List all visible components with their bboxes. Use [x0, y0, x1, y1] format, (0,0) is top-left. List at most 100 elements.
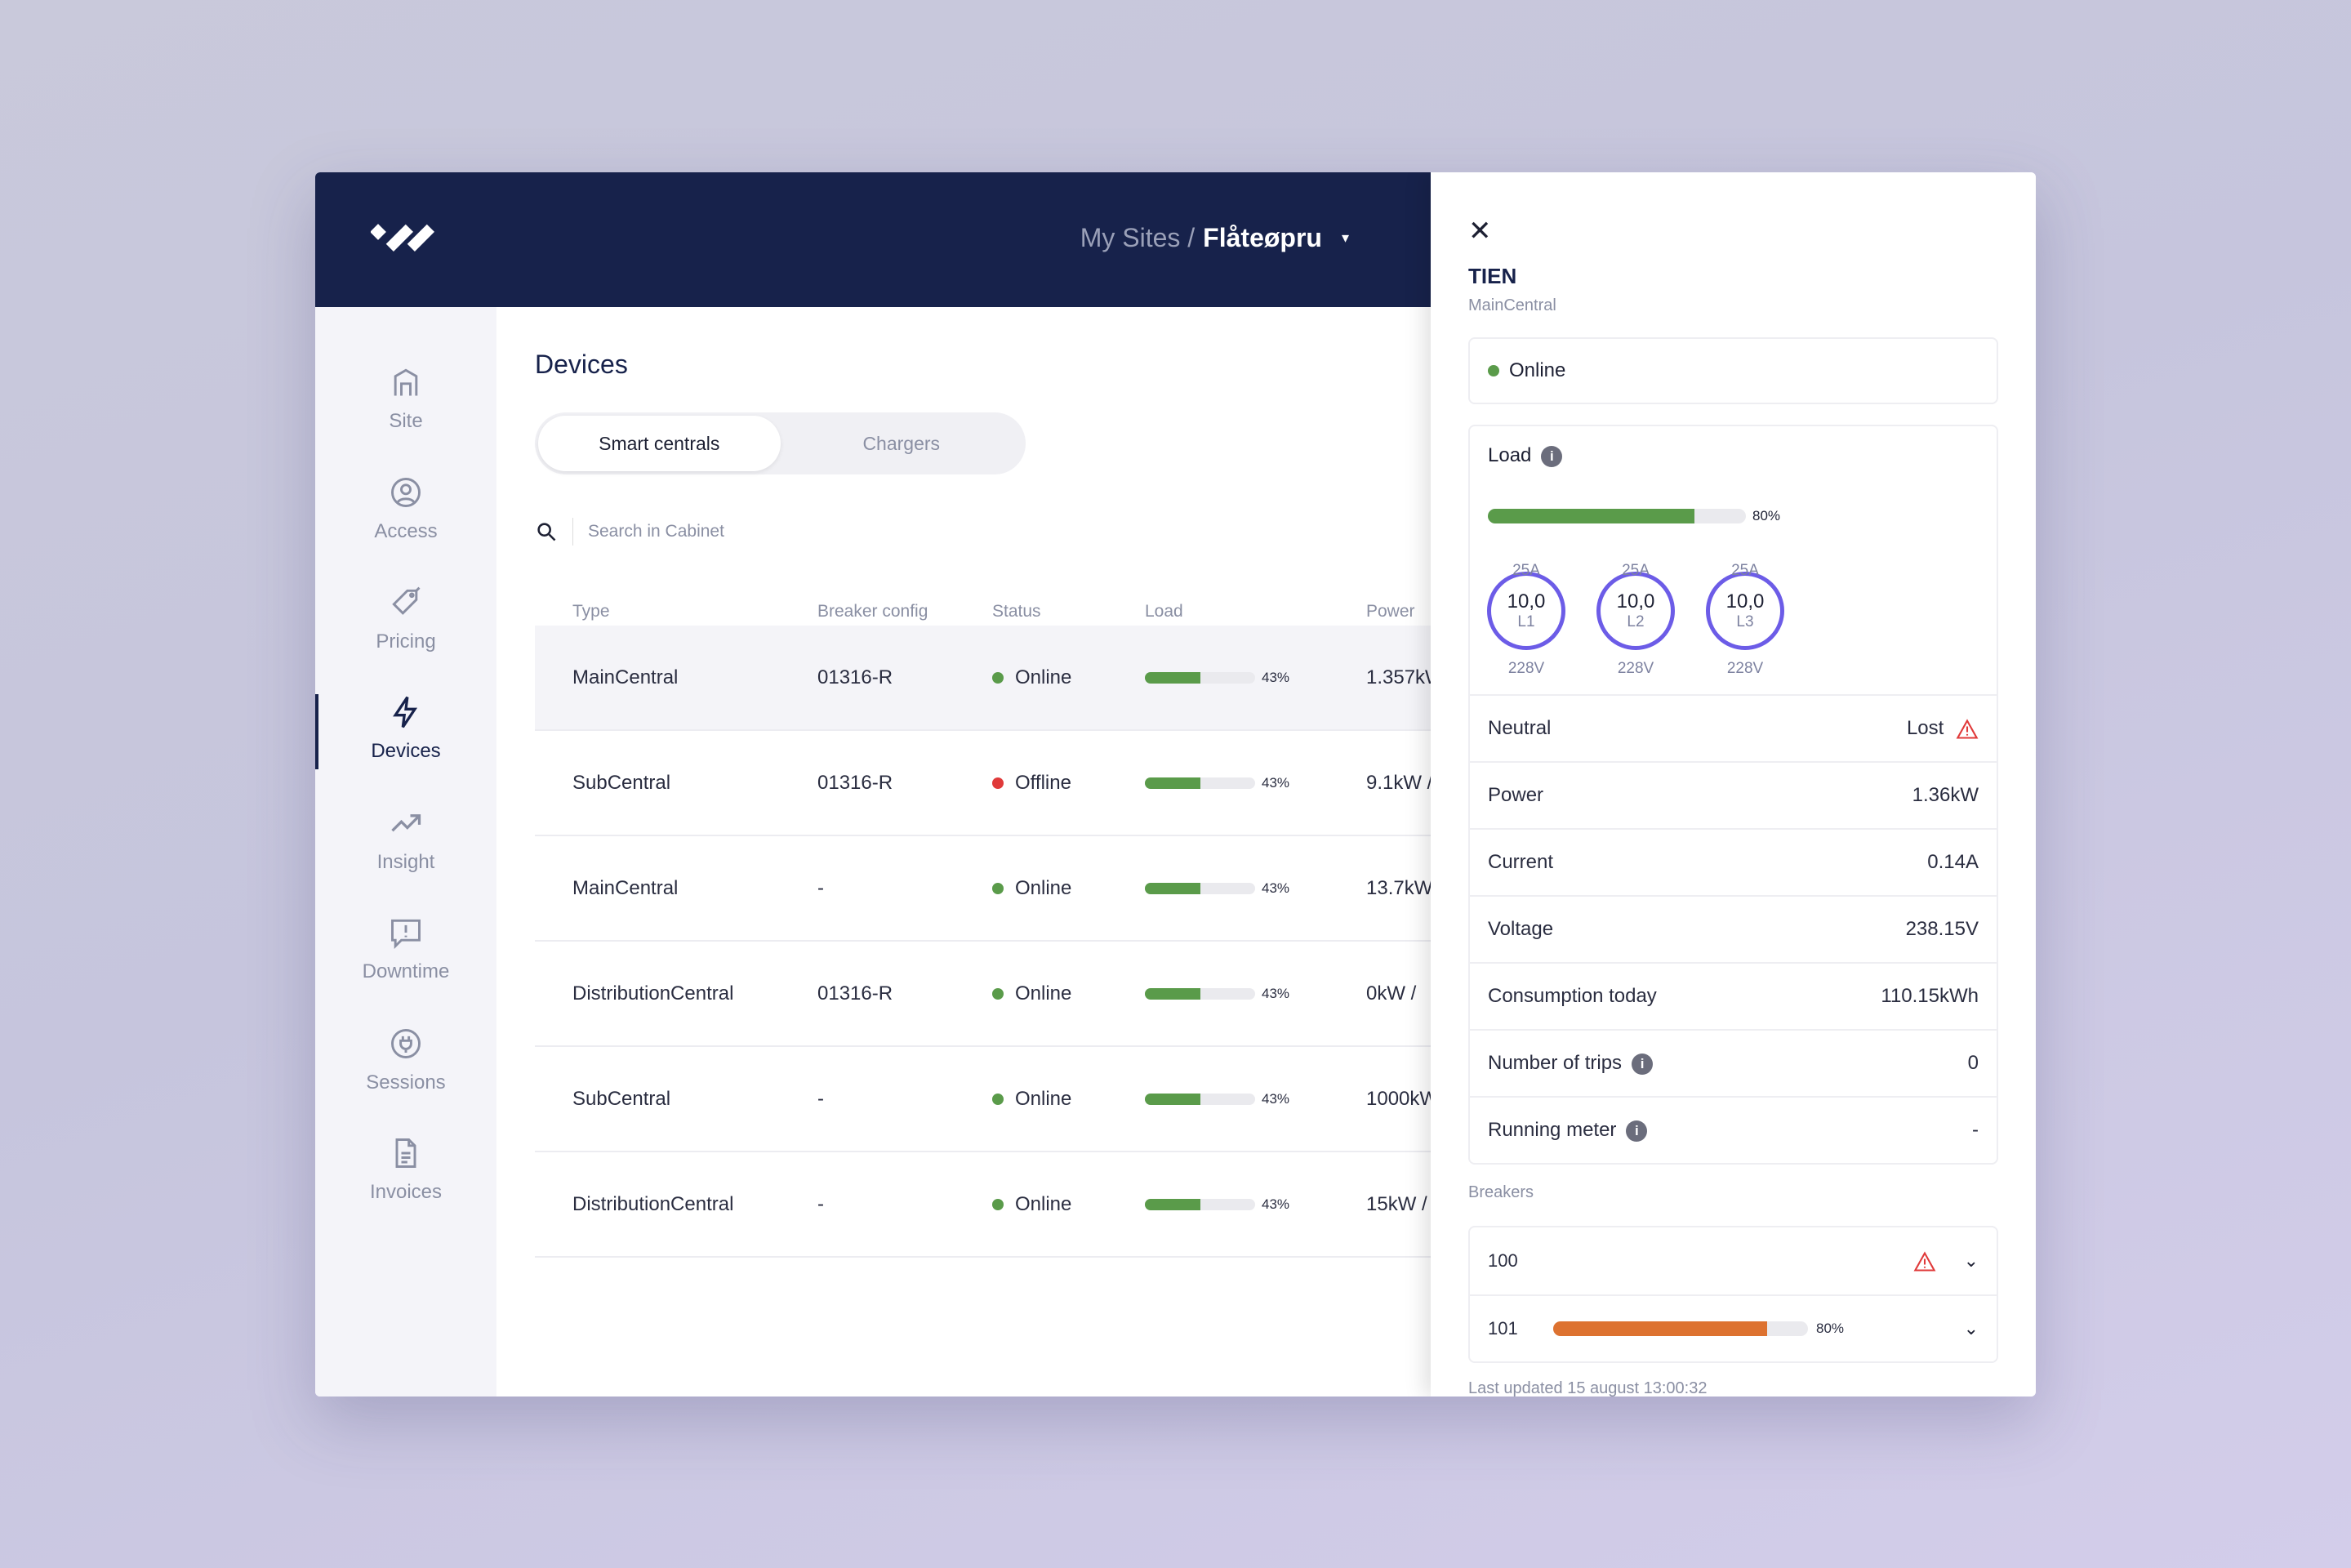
phase-max: 25A	[1731, 562, 1759, 579]
phase-gauge: 25A 10,0 L3 228V	[1700, 562, 1790, 678]
info-icon[interactable]: i	[1626, 1120, 1648, 1142]
search-input[interactable]: Search in Cabinet	[588, 522, 724, 541]
caret-down-icon[interactable]: ▾	[1341, 229, 1349, 246]
price-tag-icon	[392, 586, 421, 615]
tab-chargers[interactable]: Chargers	[862, 432, 941, 454]
sidebar-item-label: Devices	[371, 740, 441, 762]
sidebar-item-pricing[interactable]: Pricing	[315, 585, 496, 675]
sidebar-item-downtime[interactable]: Downtime	[315, 915, 496, 1004]
phase-ring: 10,0 L2	[1596, 572, 1675, 650]
phase-voltage: 228V	[1507, 660, 1545, 677]
cell-breaker: 01316-R	[817, 982, 893, 1004]
phase-name: L1	[1517, 613, 1535, 630]
status-dot	[992, 1094, 1004, 1106]
breakers-label: Breakers	[1468, 1183, 1534, 1201]
phase-value: 10,0	[1507, 590, 1546, 612]
cell-load: 43%	[1145, 1088, 1289, 1111]
divider	[572, 518, 573, 546]
tab-smart-centrals[interactable]: Smart centrals	[538, 416, 781, 471]
sidebar-item-access[interactable]: Access	[315, 474, 496, 564]
metric-value: 1.36kW	[1912, 784, 1979, 806]
phase-gauge: 25A 10,0 L1 228V	[1481, 562, 1571, 678]
search-icon	[537, 523, 556, 541]
sidebar-item-label: Downtime	[362, 960, 450, 982]
metric-row: Running meter i -	[1470, 1096, 1997, 1163]
status-text: Online	[1015, 876, 1072, 899]
metric-row: Power 1.36kW	[1470, 761, 1997, 828]
table-row[interactable]: DistributionCentral 01316-R Online 43% 0…	[535, 942, 1431, 1047]
cell-power: 13.7kW	[1366, 876, 1433, 899]
sidebar-item-label: Insight	[376, 851, 435, 873]
cell-breaker: 01316-R	[817, 666, 893, 688]
devices-main: Devices Smart centrals Chargers Search i…	[496, 307, 1444, 1396]
column-type[interactable]: Type	[572, 602, 610, 621]
chevron-down-icon[interactable]: ⌄	[1963, 1250, 1979, 1271]
info-icon[interactable]: i	[1541, 445, 1563, 467]
cell-type: SubCentral	[572, 1087, 671, 1110]
device-detail-panel: ✕ TIEN MainCentral Online Load i 80% 25A 1…	[1431, 172, 2036, 1396]
status-dot	[992, 672, 1004, 684]
load-percent: 43%	[1262, 1091, 1290, 1107]
sidebar-item-label: Invoices	[369, 1181, 443, 1203]
metric-value: 110.15kWh	[1881, 985, 1979, 1007]
breaker-row[interactable]: 101 80% ⌄	[1470, 1294, 1997, 1361]
load-card: Load i 80% 25A 10,0 L1 228V 25A 10,0 L2 228V 25A 1…	[1468, 425, 1998, 1165]
chevron-down-icon[interactable]: ⌄	[1963, 1318, 1979, 1339]
site-breadcrumb[interactable]: My Sites / Flåteøpru ▾	[1080, 223, 1349, 253]
breadcrumb-root[interactable]: My Sites /	[1080, 223, 1196, 252]
metric-value: 238.15V	[1905, 918, 1979, 940]
cell-type: MainCentral	[572, 666, 679, 688]
breaker-row[interactable]: 100 ⌄	[1470, 1227, 1997, 1294]
load-percent: 43%	[1262, 880, 1290, 897]
devices-table: MainCentral 01316-R Online 43% 1.357kW Su…	[535, 626, 1444, 1258]
phase-max: 25A	[1622, 562, 1650, 579]
status-text: Online	[1015, 1087, 1072, 1110]
phase-ring: 10,0 L3	[1706, 572, 1784, 650]
table-row[interactable]: DistributionCentral - Online 43% 15kW /	[535, 1152, 1431, 1258]
column-power[interactable]: Power	[1366, 602, 1415, 621]
search-bar[interactable]: Search in Cabinet	[535, 518, 724, 546]
metric-value: 0.14A	[1927, 851, 1979, 873]
phase-name: L2	[1627, 613, 1645, 630]
close-icon[interactable]: ✕	[1468, 216, 1492, 247]
cell-status: Online	[992, 666, 1071, 689]
load-percent: 43%	[1262, 670, 1290, 686]
column-breaker-config[interactable]: Breaker config	[817, 602, 928, 621]
table-row[interactable]: SubCentral - Online 43% 1000kW	[535, 1047, 1438, 1152]
column-status[interactable]: Status	[992, 602, 1041, 621]
cell-breaker: -	[817, 1192, 824, 1215]
status-dot	[992, 1199, 1004, 1211]
column-load[interactable]: Load	[1145, 602, 1183, 621]
table-row[interactable]: MainCentral 01316-R Online 43% 1.357kW	[535, 626, 1444, 731]
breaker-load-bar: 80%	[1553, 1321, 1964, 1337]
sidebar-item-site[interactable]: Site	[315, 364, 496, 454]
device-subtitle: MainCentral	[1468, 296, 1556, 314]
sidebar-item-sessions[interactable]: Sessions	[315, 1026, 496, 1116]
sidebar-item-devices[interactable]: Devices	[315, 694, 496, 784]
metric-label: Voltage	[1488, 918, 1554, 940]
sidebar-item-invoices[interactable]: Invoices	[315, 1135, 496, 1225]
sidebar-item-label: Sessions	[366, 1071, 446, 1094]
status-card: Online	[1468, 337, 1998, 404]
metric-label: Consumption today	[1488, 985, 1657, 1007]
table-row[interactable]: MainCentral - Online 43% 13.7kW	[535, 836, 1433, 942]
site-name[interactable]: Flåteøpru	[1203, 223, 1322, 252]
user-circle-icon	[391, 478, 421, 507]
sidebar-item-insight[interactable]: Insight	[315, 805, 496, 895]
cell-type: MainCentral	[572, 876, 679, 899]
cell-load: 43%	[1145, 982, 1289, 1005]
phase-value: 10,0	[1616, 590, 1655, 612]
breaker-id: 101	[1488, 1318, 1518, 1339]
cell-breaker: -	[817, 876, 824, 899]
last-updated: Last updated 15 august 13:00:32	[1468, 1379, 1708, 1396]
table-row[interactable]: SubCentral 01316-R Offline 43% 9.1kW /	[535, 731, 1432, 836]
sidebar: Site Access Pricing Devices Insight Down…	[315, 307, 496, 1396]
status-dot	[992, 883, 1004, 895]
app-window: My Sites / Flåteøpru ▾ Site Access Prici…	[315, 172, 2036, 1396]
cell-load: 43%	[1145, 1193, 1289, 1216]
info-icon[interactable]: i	[1632, 1053, 1654, 1075]
cell-power: 15kW /	[1366, 1192, 1427, 1215]
load-bar	[1145, 883, 1255, 895]
neutral-row: Neutral Lost	[1470, 694, 1997, 761]
status-dot	[1488, 365, 1499, 376]
